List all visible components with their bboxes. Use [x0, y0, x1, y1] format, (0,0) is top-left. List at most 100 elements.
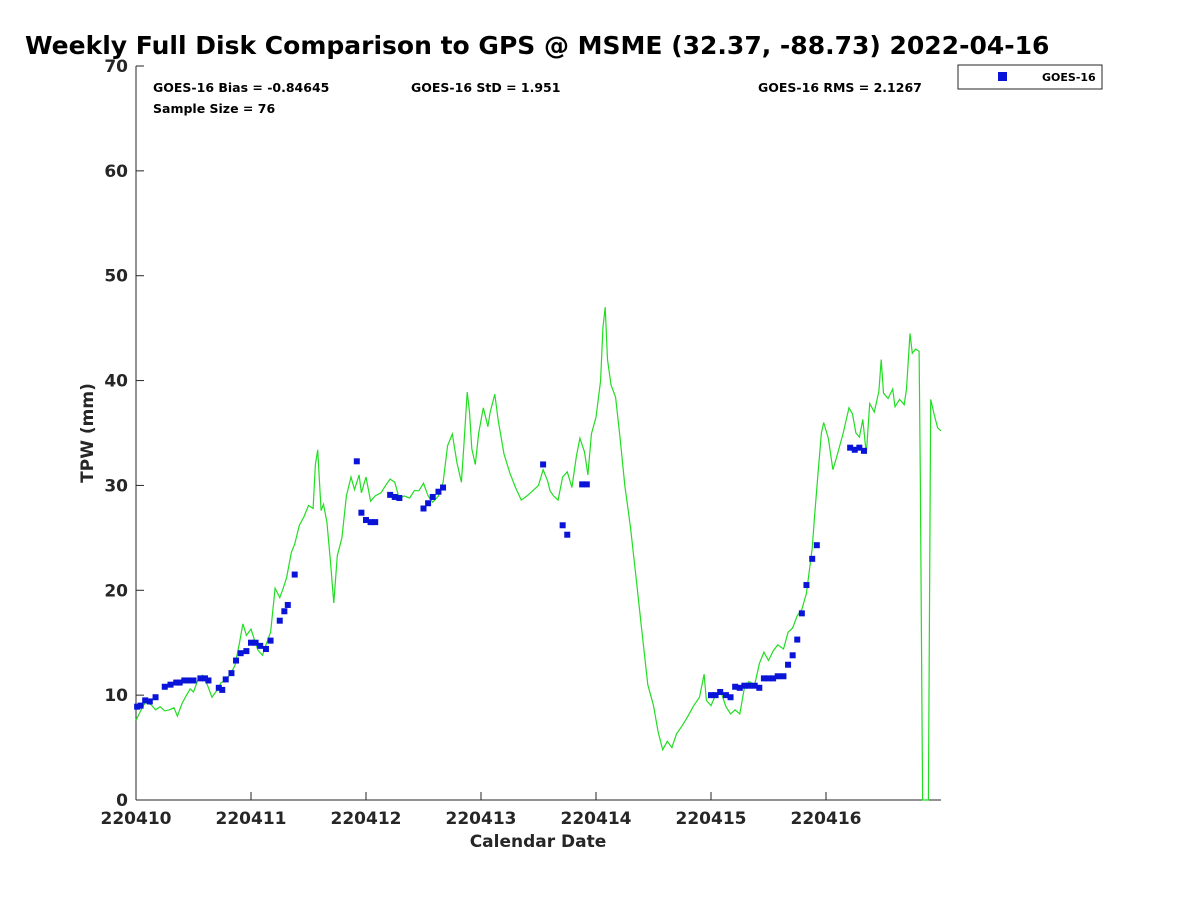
goes-point	[435, 488, 442, 495]
goes-point	[756, 684, 763, 691]
goes-point	[190, 677, 197, 684]
y-tick-label: 20	[104, 581, 128, 601]
goes-point	[142, 697, 149, 704]
goes-point	[222, 676, 229, 683]
goes-point	[228, 670, 235, 677]
goes-point	[252, 639, 259, 646]
goes-point	[727, 694, 734, 701]
goes-point	[780, 673, 787, 680]
goes-point	[579, 481, 586, 488]
goes-point	[583, 481, 590, 488]
goes-point	[202, 675, 208, 682]
goes-point	[372, 519, 379, 526]
goes-point	[262, 646, 269, 653]
goes-point	[146, 698, 153, 705]
goes-point	[233, 657, 240, 664]
goes-point	[732, 683, 739, 690]
goes-point	[291, 571, 298, 578]
x-tick-label: 220412	[331, 809, 402, 829]
goes-point	[396, 495, 403, 502]
goes-point	[161, 683, 168, 690]
y-tick-label: 30	[104, 476, 128, 496]
y-tick-label: 40	[104, 372, 128, 392]
goes-point	[387, 491, 394, 498]
goes-point	[197, 675, 204, 682]
bias-stat: GOES-16 Bias = -0.84645	[153, 80, 329, 95]
goes-point	[803, 582, 810, 589]
goes-point	[785, 661, 792, 668]
goes-point	[363, 517, 369, 524]
goes-point	[358, 509, 365, 516]
goes-point	[708, 692, 714, 699]
goes-point	[794, 636, 801, 643]
rms-stat: GOES-16 RMS = 2.1267	[758, 80, 922, 95]
goes-point	[248, 639, 254, 646]
goes-point	[281, 608, 288, 615]
y-tick-label: 70	[104, 57, 128, 77]
goes-point	[789, 652, 796, 659]
goes-point	[860, 447, 867, 454]
gps-line	[135, 307, 942, 801]
y-axis-label: TPW (mm)	[78, 383, 98, 483]
goes-point	[219, 686, 226, 693]
goes-point	[367, 519, 374, 526]
goes-point	[185, 677, 192, 684]
plot-area: 0 10 20 30 40 50 60 70 220410 220411 220412 220413…	[101, 57, 942, 829]
legend-box	[957, 64, 1103, 90]
goes-point	[722, 692, 729, 699]
goes-point	[152, 694, 159, 701]
x-axis-label: Calendar Date	[470, 832, 607, 852]
goes-point	[237, 650, 244, 657]
goes-point	[243, 648, 250, 655]
goes-point	[770, 675, 777, 682]
y-tick-label: 60	[104, 162, 128, 182]
goes-point	[425, 500, 432, 507]
goes-point	[847, 444, 854, 451]
goes-point	[267, 637, 274, 644]
goes-point	[391, 493, 398, 500]
y-tick-label: 10	[104, 686, 128, 706]
goes-point	[712, 692, 719, 699]
legend-label: GOES-16	[1042, 71, 1096, 84]
x-tick-label: 220411	[216, 809, 287, 829]
goes-series	[134, 444, 867, 710]
goes-point	[181, 677, 188, 684]
goes-point	[813, 542, 820, 549]
goes-point	[284, 601, 291, 608]
goes-point	[809, 555, 816, 562]
x-axis-ticks: 220410 220411 220412 220413 220414 220415 2204…	[101, 792, 861, 829]
goes-point	[276, 617, 283, 624]
goes-point	[851, 446, 858, 453]
gps-series	[135, 307, 942, 801]
goes-point	[741, 682, 748, 689]
goes-point	[215, 684, 222, 691]
goes-point	[137, 702, 144, 709]
x-tick-label: 220415	[676, 809, 747, 829]
goes-point	[173, 679, 180, 686]
goes-point	[736, 684, 743, 691]
goes-point	[167, 681, 174, 688]
goes-point	[564, 531, 571, 538]
y-tick-label: 50	[104, 267, 128, 287]
goes-point	[205, 677, 212, 684]
goes-point	[429, 493, 436, 500]
goes-point	[559, 522, 566, 529]
std-stat: GOES-16 StD = 1.951	[411, 80, 560, 95]
goes-point	[774, 673, 781, 680]
goes-point	[440, 484, 447, 491]
sample-size-stat: Sample Size = 76	[153, 101, 275, 116]
goes-point	[540, 461, 547, 468]
goes-point	[257, 642, 264, 649]
goes-point	[745, 682, 752, 689]
x-tick-label: 220413	[446, 809, 517, 829]
goes-point	[353, 458, 360, 465]
x-tick-label: 220410	[101, 809, 172, 829]
goes-point	[176, 679, 183, 686]
goes-point	[717, 688, 724, 695]
goes-point	[798, 610, 805, 617]
y-tick-label: 0	[116, 791, 128, 811]
goes-point	[856, 444, 863, 451]
goes-point	[751, 682, 758, 689]
y-axis-ticks: 0 10 20 30 40 50 60 70	[104, 57, 144, 811]
